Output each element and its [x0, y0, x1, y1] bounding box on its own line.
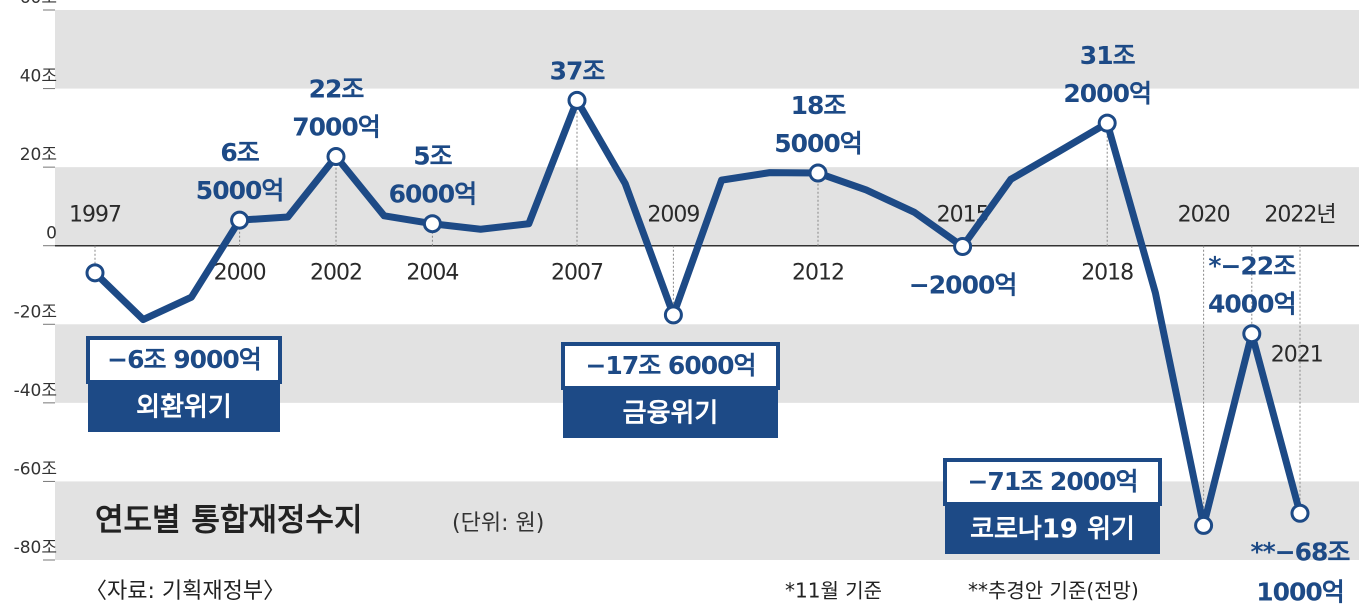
point-marker [1290, 503, 1310, 523]
value-label: 5000억 [196, 176, 284, 205]
y-tick-label: 40조 [20, 67, 57, 87]
annotation: 외환위기 [136, 393, 232, 423]
point-marker [1097, 113, 1117, 133]
y-tick-label: -80조 [14, 538, 57, 558]
x-tick-label: 2000 [214, 261, 266, 286]
value-label: *−22조 [1208, 252, 1296, 281]
annotation-box [88, 382, 280, 432]
point-marker [422, 214, 442, 234]
value-label: −2000억 [909, 271, 1017, 300]
value-label: 37조 [550, 56, 606, 85]
value-label: 6조 [220, 138, 259, 167]
value-label: −17조 6000억 [585, 351, 755, 380]
source: 〈자료: 기획재정부〉 [85, 579, 285, 604]
y-tick-label: -20조 [14, 302, 57, 322]
value-label: 5조 [413, 142, 452, 171]
value-box [943, 458, 1162, 506]
value-label: 2000억 [1063, 79, 1151, 108]
y-tick-label: -60조 [14, 459, 57, 479]
value-label: 5000억 [774, 129, 862, 158]
point-marker [567, 90, 587, 110]
x-tick-label: 2002 [310, 261, 362, 286]
value-box [561, 342, 780, 390]
chart-subtitle: (단위: 원) [452, 511, 544, 536]
y-tick-label: 20조 [20, 145, 57, 165]
value-box [86, 336, 282, 384]
x-tick-label: 2022년 [1264, 203, 1335, 228]
x-tick-label: 2004 [406, 261, 458, 286]
x-tick-label: 2021 [1271, 343, 1323, 368]
annotation-box [945, 504, 1160, 554]
value-label: 22조 [309, 75, 365, 104]
value-label: 4000억 [1208, 290, 1296, 319]
point-marker [953, 237, 973, 256]
point-marker [1242, 324, 1262, 344]
annotation-box [563, 388, 778, 438]
value-label: 31조 [1080, 41, 1136, 70]
x-tick-label: 2009 [647, 203, 699, 228]
value-label: −71조 2000억 [967, 467, 1137, 496]
x-tick-label: 2018 [1081, 261, 1133, 286]
point-marker [326, 147, 346, 167]
value-label: 6000억 [389, 180, 477, 209]
x-tick-label: 2020 [1178, 203, 1230, 228]
annotation: 금융위기 [623, 399, 719, 429]
point-marker [1194, 515, 1214, 535]
point-marker [85, 263, 105, 283]
value-label: 18조 [791, 91, 847, 120]
note: *11월 기준 [785, 579, 882, 603]
point-marker [230, 210, 250, 230]
point-marker [808, 163, 828, 183]
y-tick-label: -40조 [14, 381, 57, 401]
value-label: 1000억 [1256, 577, 1344, 606]
grid-band [55, 10, 1359, 89]
y-tick-label: 0 [46, 224, 57, 244]
value-label: 7000억 [292, 113, 380, 142]
note: **추경안 기준(전망) [968, 579, 1139, 603]
value-label: −6조 9000억 [107, 345, 261, 374]
y-tick-label: 60조 [20, 0, 57, 8]
x-tick-label: 1997 [69, 203, 121, 228]
value-label: **−68조 [1251, 537, 1351, 566]
point-marker [663, 305, 683, 325]
annotation: 코로나19 위기 [970, 515, 1135, 545]
x-tick-label: 2007 [551, 261, 603, 286]
chart-title: 연도별 통합재정수지 [95, 503, 362, 539]
x-tick-label: 2012 [792, 261, 844, 286]
